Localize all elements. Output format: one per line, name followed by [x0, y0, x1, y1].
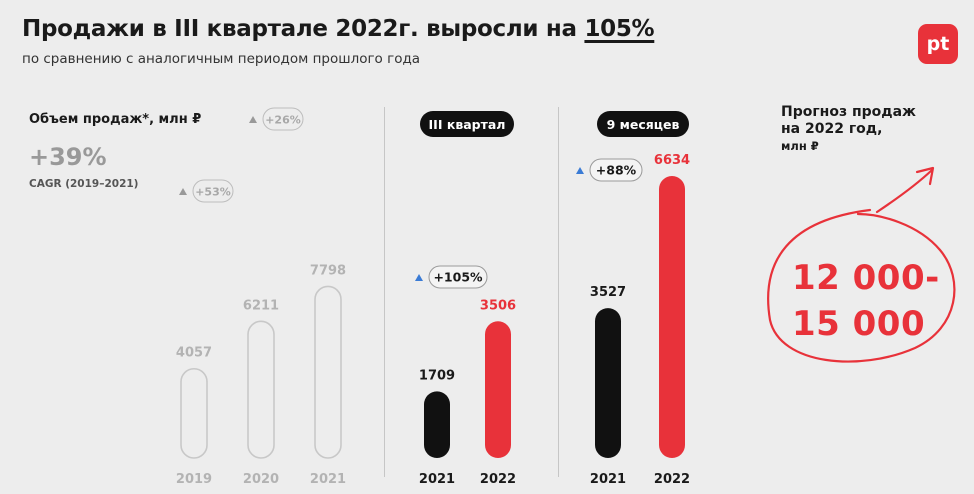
- forecast-title-line1: Прогноз продаж: [781, 104, 916, 120]
- growth-pill: [589, 158, 643, 182]
- forecast-title-line2: на 2022 год,: [781, 121, 883, 137]
- title-percent: 105%: [584, 16, 655, 42]
- up-triangle-icon: [415, 274, 423, 281]
- annual-chart-title: Объем продаж*, млн ₽: [29, 112, 202, 127]
- cagr-value: +39%: [29, 143, 107, 171]
- x-tick-label: 2022: [654, 472, 690, 487]
- up-triangle-icon: [179, 188, 187, 195]
- data-label: 1709: [419, 368, 455, 383]
- up-triangle-icon: [576, 167, 584, 174]
- x-tick-label: 2021: [590, 472, 626, 487]
- growth-label: +88%: [596, 163, 637, 178]
- bar: [659, 176, 685, 458]
- data-label: 6634: [654, 153, 690, 168]
- bar: [314, 285, 342, 459]
- growth-label: +105%: [433, 270, 483, 285]
- cagr-note: CAGR (2019–2021): [29, 178, 139, 190]
- growth-pill: [192, 179, 234, 203]
- q3-chart-title: III квартал: [420, 111, 514, 137]
- page-subtitle: по сравнению с аналогичным периодом прош…: [22, 51, 421, 67]
- growth-pill: [262, 107, 304, 131]
- growth-label: +53%: [195, 186, 231, 199]
- data-label: 7798: [310, 263, 346, 278]
- data-label: 3527: [590, 285, 626, 300]
- x-tick-label: 2021: [419, 472, 455, 487]
- bar: [485, 321, 511, 458]
- growth-label: +26%: [265, 114, 301, 127]
- forecast-range: 12 000- 15 000: [792, 255, 940, 347]
- forecast-title: Прогноз продаж на 2022 год, млн ₽: [781, 104, 916, 155]
- forecast-circle-icon: [767, 208, 956, 363]
- data-label: 3506: [480, 298, 516, 313]
- data-label: 6211: [243, 298, 279, 313]
- x-tick-label: 2019: [176, 472, 212, 487]
- forecast-range-line2: 15 000: [792, 304, 926, 344]
- title-text: Продажи в III квартале 2022г. выросли на: [22, 16, 585, 42]
- up-triangle-icon: [249, 116, 257, 123]
- data-label: 4057: [176, 346, 212, 361]
- bar: [424, 391, 450, 458]
- forecast-unit: млн ₽: [781, 139, 819, 153]
- section-divider: [558, 107, 559, 477]
- forecast-arrow-icon: [875, 166, 935, 214]
- section-divider: [384, 107, 385, 477]
- brand-logo: pt: [918, 24, 958, 64]
- x-tick-label: 2021: [310, 472, 346, 487]
- bar: [595, 308, 621, 458]
- nine-months-chart-title: 9 месяцев: [597, 111, 689, 137]
- bar: [247, 320, 275, 459]
- growth-pill: [428, 265, 488, 289]
- bar: [180, 367, 208, 459]
- forecast-range-line1: 12 000-: [792, 258, 940, 298]
- x-tick-label: 2022: [480, 472, 516, 487]
- x-tick-label: 2020: [243, 472, 279, 487]
- page-title: Продажи в III квартале 2022г. выросли на…: [22, 16, 655, 42]
